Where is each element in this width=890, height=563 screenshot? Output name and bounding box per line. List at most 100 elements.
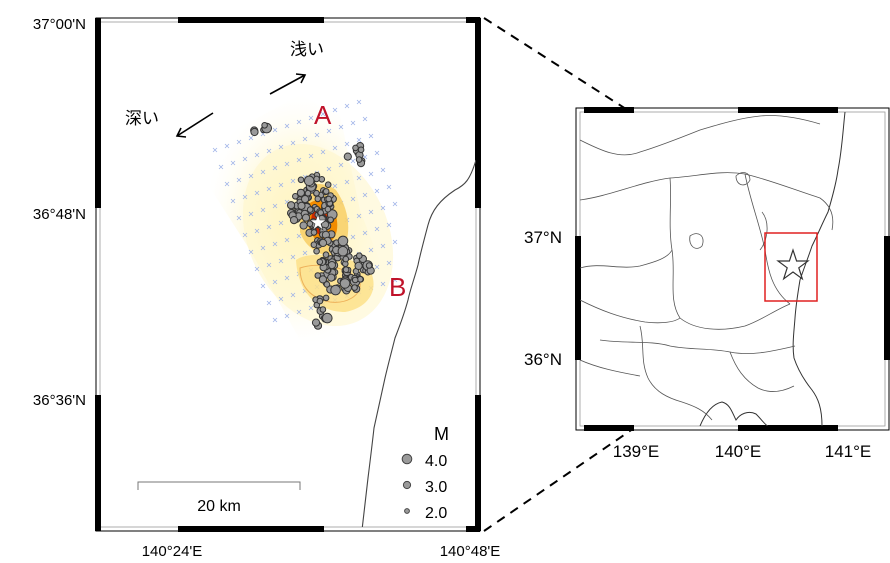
subfault-cross-icon	[320, 111, 326, 117]
aftershock-marker	[351, 276, 359, 284]
aftershock-marker	[322, 251, 330, 258]
subfault-cross-icon	[386, 222, 392, 228]
main-lon-label-140-24: 140°24'E	[142, 543, 203, 560]
subfault-cross-icon	[266, 224, 272, 230]
main-lat-label-37-00: 37°00'N	[33, 16, 86, 33]
subfault-cross-icon	[212, 147, 218, 153]
subfault-cross-icon	[374, 264, 380, 270]
subfault-cross-icon	[356, 213, 362, 219]
subfault-cross-icon	[392, 201, 398, 207]
coastline	[361, 159, 476, 527]
subfault-cross-icon	[338, 124, 344, 130]
subfault-cross-icon	[380, 205, 386, 211]
subfault-cross-icon	[344, 141, 350, 147]
aftershock-marker	[365, 262, 373, 269]
subfault-cross-icon	[278, 144, 284, 150]
subfault-cross-icon	[374, 226, 380, 232]
subfault-cross-icon	[368, 171, 374, 177]
subfault-cross-icon	[380, 167, 386, 173]
aftershock-marker	[322, 188, 330, 195]
aftershock-marker	[301, 195, 310, 204]
subfault-cross-icon	[350, 120, 356, 126]
aftershock-marker	[356, 252, 363, 259]
subfault-cross-icon	[266, 300, 272, 306]
subfault-cross-icon	[380, 281, 386, 287]
aftershock-cluster	[250, 122, 375, 330]
aftershock-marker	[354, 261, 363, 270]
subfault-cross-icon	[236, 177, 242, 183]
subfault-cross-icon	[344, 103, 350, 109]
aftershock-marker	[301, 213, 311, 222]
subfault-cross-icon	[266, 186, 272, 192]
scale-bar-label: 20 km	[197, 498, 241, 515]
deep-label: 深い	[125, 109, 159, 128]
aftershock-marker	[289, 216, 299, 225]
subfault-cross-icon	[290, 140, 296, 146]
aftershock-marker	[339, 278, 351, 289]
subfault-cross-icon	[332, 107, 338, 113]
aftershock-marker	[318, 238, 328, 247]
subfault-cross-icon	[308, 305, 314, 311]
inset-map: 37°N 36°N 139°E 140°E 141°E	[524, 107, 890, 461]
aftershock-marker	[287, 201, 296, 210]
subfault-cross-icon	[272, 317, 278, 323]
subfault-cross-icon	[260, 283, 266, 289]
subfault-cross-icon	[248, 173, 254, 179]
aftershock-marker	[324, 181, 332, 188]
inset-lon-label-140: 140°E	[715, 442, 762, 461]
main-map-frame-ticks	[95, 17, 481, 532]
aftershock-marker	[306, 206, 314, 213]
aftershock-marker	[357, 146, 365, 154]
subfault-cross-icon	[248, 249, 254, 255]
aftershock-marker	[325, 195, 333, 203]
subfault-cross-icon	[374, 188, 380, 194]
aftershock-marker	[342, 255, 350, 263]
subfault-cross-icon	[242, 156, 248, 162]
inset-lon-label-139: 139°E	[613, 442, 660, 461]
aftershock-marker	[304, 189, 312, 197]
aftershock-marker	[318, 275, 327, 284]
aftershock-marker	[337, 245, 349, 257]
subfault-cross-icon	[344, 179, 350, 185]
subfault-cross-icon	[332, 145, 338, 151]
subfault-cross-icon	[362, 230, 368, 236]
aftershock-marker	[297, 176, 305, 184]
inset-lat-label-36: 36°N	[524, 350, 562, 369]
subfault-cross-icon	[236, 215, 242, 221]
subfault-cross-icon	[326, 166, 332, 172]
aftershock-marker	[250, 127, 259, 137]
subfault-cross-icon	[290, 178, 296, 184]
subfault-cross-icon	[314, 132, 320, 138]
subfault-cross-icon	[266, 262, 272, 268]
shallow-arrow-icon	[269, 74, 306, 95]
aftershock-marker	[342, 266, 350, 274]
aftershock-marker	[313, 189, 320, 197]
subfault-cross-icon	[320, 149, 326, 155]
subfault-cross-icon	[380, 243, 386, 249]
subfault-cross-icon	[218, 164, 224, 170]
scale-bar: 20 km	[137, 481, 301, 515]
aftershock-marker	[299, 221, 308, 230]
subfault-cross-icon	[332, 183, 338, 189]
subfault-cross-icon	[260, 245, 266, 251]
subfault-cross-icon	[272, 165, 278, 171]
subfault-cross-icon	[392, 239, 398, 245]
aftershock-marker	[322, 294, 330, 302]
subfault-cross-icon	[356, 175, 362, 181]
aftershock-marker	[292, 193, 299, 200]
subfault-cross-icon	[350, 234, 356, 240]
main-lat-label-36-36: 36°36'N	[33, 392, 86, 409]
subfault-cross-icon	[284, 275, 290, 281]
legend-label-m2: 2.0	[425, 505, 447, 522]
aftershock-marker	[311, 318, 321, 327]
subfault-cross-icon	[368, 133, 374, 139]
subfault-cross-icon	[284, 237, 290, 243]
subfault-cross-icon	[338, 162, 344, 168]
subfault-cross-icon	[350, 196, 356, 202]
subfault-cross-icon	[272, 203, 278, 209]
subfault-cross-icon	[254, 228, 260, 234]
deep-arrow-icon	[176, 112, 214, 137]
subfault-cross-icon	[368, 247, 374, 253]
subfault-cross-icon	[260, 169, 266, 175]
aftershock-marker	[323, 281, 331, 288]
